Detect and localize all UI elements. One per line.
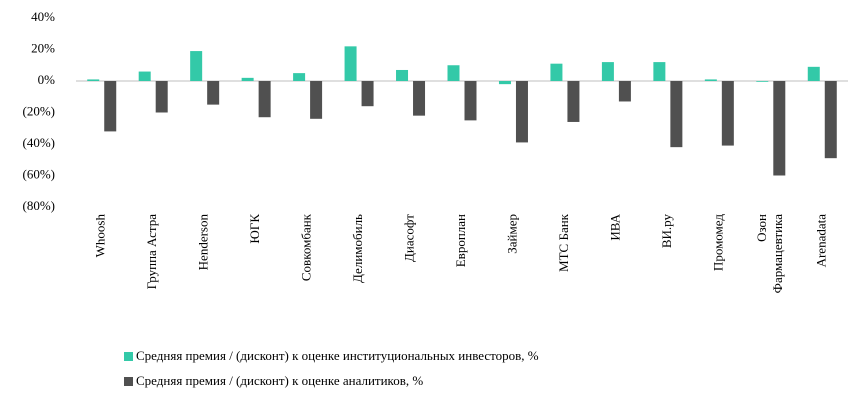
x-tick-label: Диасофт [402,214,417,262]
bar [190,51,203,81]
x-tick-label: Arenadata [813,214,828,268]
bar [498,81,511,85]
bar [618,81,631,102]
x-tick-group: Совкомбанк [299,213,314,281]
bar [447,65,460,81]
y-tick-label: 20% [31,40,55,55]
bar [721,81,734,146]
x-tick-label: ИВА [607,213,622,240]
x-tick-group: Группа Астра [144,214,159,290]
legend-label: Средняя премия / (дисконт) к оценке инст… [136,348,539,363]
x-tick-label: Совкомбанк [299,213,314,281]
x-tick-label: Henderson [196,214,211,271]
bar [550,63,563,81]
legend-label: Средняя премия / (дисконт) к оценке анал… [136,373,423,388]
bar [258,81,271,118]
bar [824,81,837,159]
bar [601,62,614,81]
x-tick-label: ОзонФармацевтика [754,214,785,294]
x-tick-group: Arenadata [813,214,828,268]
x-tick-group: ВИ.ру [659,214,674,249]
bar [361,81,374,107]
bar [104,81,117,132]
bar [756,81,769,82]
y-tick-label: (40%) [23,135,56,150]
bar [653,62,666,81]
x-tick-group: Henderson [196,214,211,271]
x-tick-label: ВИ.ру [659,214,674,249]
y-tick-label: 40% [31,9,55,24]
x-tick-label: Промомед [710,214,725,271]
bar [670,81,683,148]
y-tick-label: (60%) [23,166,56,181]
x-tick-group: Займер [504,214,519,254]
x-tick-group: Диасофт [402,214,417,262]
x-tick-group: Промомед [710,214,725,271]
y-tick-label: (80%) [23,198,56,213]
legend-swatch [124,352,133,361]
y-tick-label: (20%) [23,103,56,118]
bar [293,73,306,81]
bar [567,81,580,122]
x-tick-label: Европлан [453,214,468,267]
bar [464,81,477,121]
bar [413,81,426,116]
x-tick-label: Whoosh [93,214,108,258]
x-tick-label: Группа Астра [144,214,159,290]
bar [138,71,151,81]
bar [344,46,357,81]
x-tick-group: ЮГК [247,214,262,244]
x-tick-group: ИВА [607,213,622,240]
x-tick-group: ОзонФармацевтика [754,214,785,294]
bar [241,77,254,81]
x-tick-label: ЮГК [247,214,262,244]
bar [704,79,717,81]
x-tick-group: Делимобиль [350,214,365,283]
x-tick-label: Делимобиль [350,214,365,283]
bar [155,81,168,113]
y-tick-label: 0% [38,72,56,87]
bar [310,81,323,119]
bar [207,81,220,105]
x-tick-label: Займер [504,214,519,254]
bar [87,79,100,81]
x-tick-label: МТС Банк [556,213,571,272]
x-tick-group: МТС Банк [556,213,571,272]
bar [515,81,528,143]
x-tick-group: Whoosh [93,214,108,258]
x-tick-group: Европлан [453,214,468,267]
bar [773,81,786,176]
legend-swatch [124,377,133,386]
bar [396,69,409,81]
bar [807,66,820,81]
